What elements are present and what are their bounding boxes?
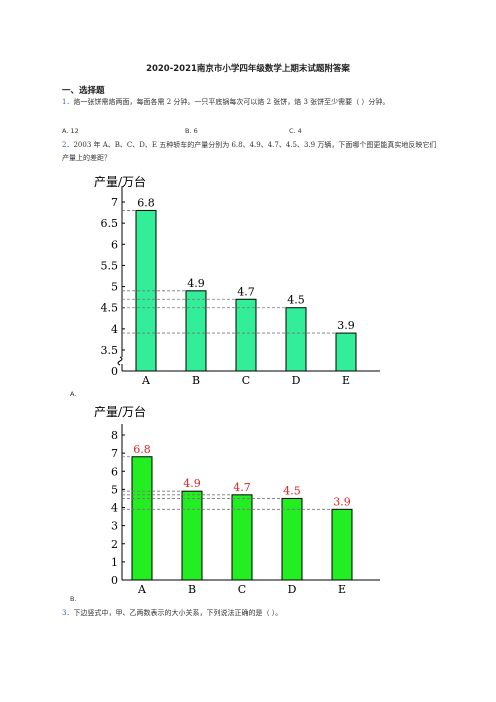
question-number: 1． <box>62 98 74 106</box>
y-tick-label: 0 <box>111 574 118 587</box>
bar-D <box>285 307 307 372</box>
x-tick-label: C <box>242 374 250 387</box>
x-tick-label: B <box>192 374 200 387</box>
x-tick-label: B <box>188 583 196 596</box>
data-label: 4.9 <box>183 477 201 490</box>
y-tick-label: 4.5 <box>101 302 119 315</box>
x-tick-label: C <box>238 583 246 596</box>
x-tick-label: A <box>141 374 151 387</box>
question-text: 2003 年 A、B、C、D、E 五种轿车的产量分别为 6.8、4.9、4.7、… <box>62 141 437 162</box>
bar-B <box>181 490 203 581</box>
y-tick-label: 5 <box>111 281 118 294</box>
x-tick-label: E <box>342 374 350 387</box>
y-tick-label: 6 <box>111 465 118 478</box>
y-tick-label: 1 <box>111 556 118 569</box>
y-tick-label: 3.5 <box>101 344 119 357</box>
data-label: 4.9 <box>187 277 205 290</box>
data-label: 4.7 <box>233 481 251 494</box>
question-3: 3．下边竖式中，甲、乙两数表示的大小关系，下列说法正确的是（ ）。 <box>62 607 440 620</box>
y-tick-label: 4 <box>111 502 118 515</box>
y-tick-label: 5 <box>111 483 118 496</box>
data-label: 4.5 <box>287 294 305 307</box>
y-tick-label: 6.5 <box>101 217 119 230</box>
y-tick-label: 2 <box>111 538 118 551</box>
section-heading: 一、选择题 <box>62 86 105 96</box>
x-tick-label: A <box>137 583 147 596</box>
x-tick-label: D <box>292 374 301 387</box>
question-number: 2． <box>62 141 74 149</box>
option-a: A. 12 <box>62 127 79 135</box>
option-c: C. 4 <box>289 127 302 135</box>
x-tick-label: D <box>288 583 297 596</box>
bar-chart-a: 产量/万台 0 3.5 4 4.5 5 5.5 6 6.5 7 6.8 A 4.9 B 4.7 C 4.5 D 3.… <box>94 174 380 387</box>
x-tick-label: E <box>338 583 346 596</box>
bar-A <box>135 209 157 372</box>
data-label: 6.8 <box>137 196 155 209</box>
bar-A <box>131 456 153 581</box>
data-label: 3.9 <box>333 495 351 508</box>
question-text: 烙一张饼需烙两面，每面各需 2 分钟。一只平底锅每次可以烙 2 张饼，烙 3 张… <box>73 98 390 106</box>
y-tick-label: 7 <box>111 447 118 460</box>
y-tick-label: 0 <box>111 365 118 378</box>
y-tick-label: 3 <box>111 520 118 533</box>
y-axis-label: 产量/万台 <box>94 174 146 189</box>
data-label: 3.9 <box>337 319 355 332</box>
data-label: 4.5 <box>283 484 301 497</box>
bar-B <box>185 290 207 372</box>
bar-C <box>235 298 257 372</box>
bar-E <box>335 332 357 372</box>
bar-C <box>231 494 253 581</box>
data-label: 4.7 <box>237 285 255 298</box>
question-2: 2．2003 年 A、B、C、D、E 五种轿车的产量分别为 6.8、4.9、4.… <box>62 139 440 165</box>
choice-a-label: A. <box>70 390 77 398</box>
y-tick-label: 6 <box>111 238 118 251</box>
option-b: B. 6 <box>185 127 198 135</box>
data-label: 6.8 <box>133 443 151 456</box>
bar-E <box>331 508 353 581</box>
question-text: 下边竖式中，甲、乙两数表示的大小关系，下列说法正确的是（ ）。 <box>73 609 283 617</box>
document-title: 2020-2021南京市小学四年级数学上期末试题附答案 <box>146 64 350 74</box>
y-tick-label: 4 <box>111 323 118 336</box>
y-axis-label: 产量/万台 <box>94 404 146 419</box>
y-tick-label: 5.5 <box>101 259 119 272</box>
bar-chart-b: 产量/万台 0 1 2 3 4 5 6 7 8 6.8 A 4.9 B 4.7 C 4.5 D 3.9 E <box>94 404 380 596</box>
question-1: 1．烙一张饼需烙两面，每面各需 2 分钟。一只平底锅每次可以烙 2 张饼，烙 3… <box>62 96 440 109</box>
bar-D <box>281 497 303 581</box>
question-number: 3． <box>62 609 74 617</box>
axis-break-mark <box>117 356 123 366</box>
choice-b-label: B. <box>70 595 77 603</box>
y-tick-label: 7 <box>111 196 118 209</box>
y-tick-label: 8 <box>111 429 118 442</box>
axis-break-gap <box>119 357 125 364</box>
